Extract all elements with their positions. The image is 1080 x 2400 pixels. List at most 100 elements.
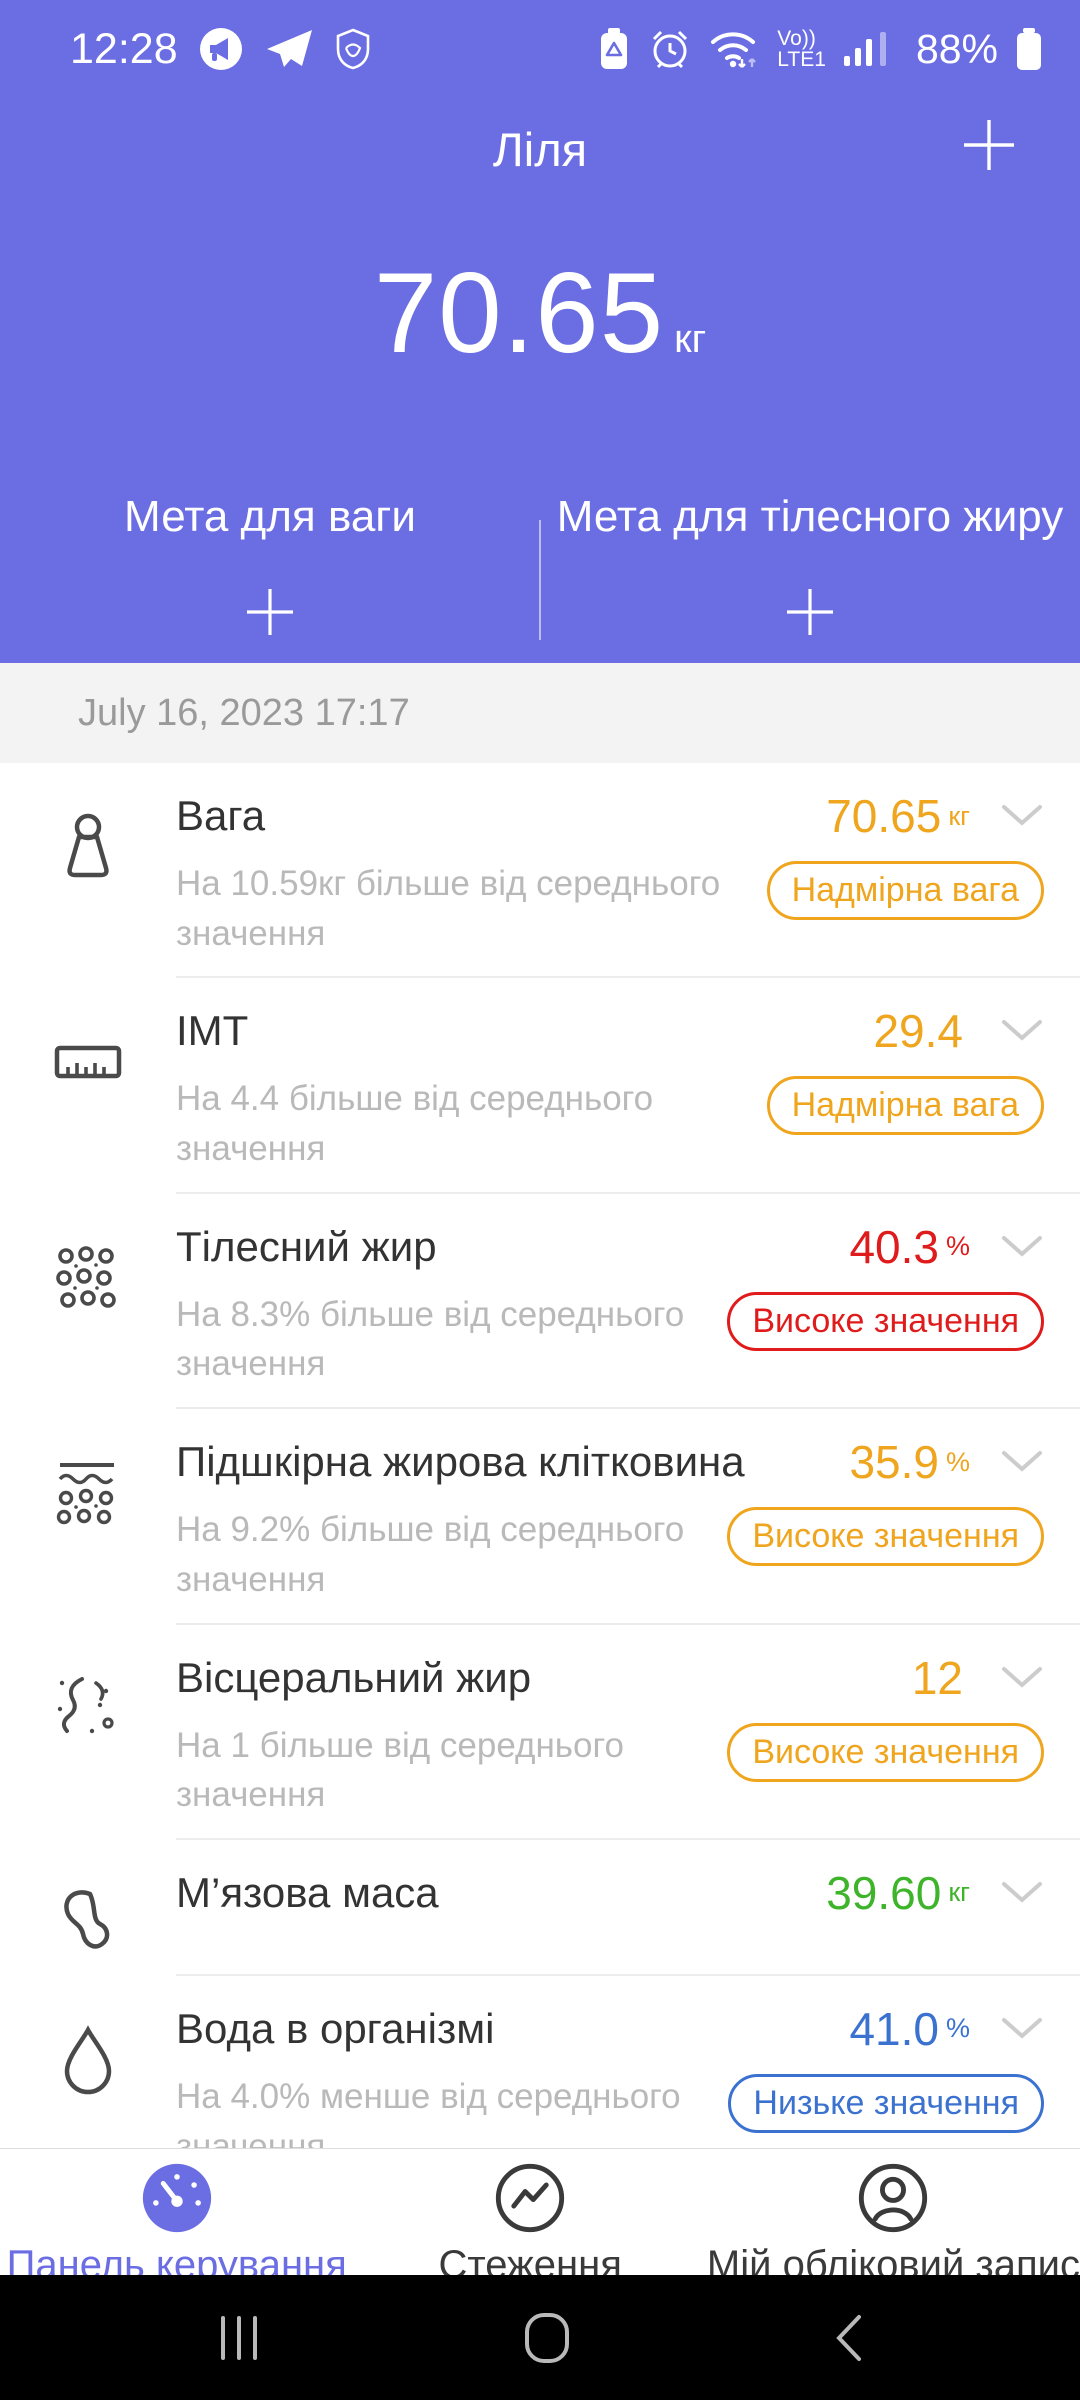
back-icon bbox=[836, 2314, 861, 2361]
weight-goal-section: Мета для ваги bbox=[0, 492, 540, 642]
current-weight-unit: кг bbox=[674, 317, 707, 361]
metric-unit: % bbox=[945, 1446, 970, 1477]
status-badge: Високе значення bbox=[727, 1722, 1044, 1782]
metric-row-subcutaneous-fat[interactable]: Підшкірна жирова клітковина 35.9 % На 9.… bbox=[0, 1409, 1080, 1625]
body-fat-icon bbox=[0, 1194, 176, 1409]
metric-title: Вісцеральний жир bbox=[176, 1653, 532, 1701]
android-navigation-bar bbox=[0, 2275, 1080, 2400]
metric-value: 40.3 bbox=[849, 1220, 939, 1273]
metric-value: 29.4 bbox=[873, 1005, 963, 1058]
plus-icon bbox=[787, 589, 833, 635]
battery-saver-icon bbox=[597, 26, 631, 72]
measurement-date-row: July 16, 2023 17:17 bbox=[0, 663, 1080, 763]
weight-goal-label: Мета для ваги bbox=[124, 492, 416, 541]
tab-tracking[interactable]: Стеження bbox=[353, 2149, 706, 2287]
current-weight-display: 70.65 кг bbox=[0, 248, 1080, 379]
chevron-down-icon[interactable] bbox=[1000, 1018, 1044, 1044]
metric-subtitle: На 8.3% більше від середнього значення bbox=[176, 1294, 685, 1384]
recents-button[interactable] bbox=[215, 2314, 263, 2362]
metric-row-body-water[interactable]: Вода в організмі 41.0 % На 4.0% менше ві… bbox=[0, 1976, 1080, 2192]
chevron-down-icon[interactable] bbox=[1000, 2016, 1044, 2042]
metric-unit: кг bbox=[948, 1877, 970, 1908]
account-icon bbox=[854, 2159, 932, 2237]
status-badge: Високе значення bbox=[727, 1507, 1044, 1567]
status-time: 12:28 bbox=[70, 24, 178, 73]
metric-subtitle: На 9.2% більше від середнього значення bbox=[176, 1510, 685, 1599]
metric-row-bmi[interactable]: ІМТ 29.4 На 4.4 більше від середнього зн… bbox=[0, 978, 1080, 1194]
metric-value: 39.60 bbox=[826, 1866, 942, 1919]
metric-row-muscle-mass[interactable]: М’язова маса 39.60 кг bbox=[0, 1840, 1080, 1976]
measurement-date-label: July 16, 2023 17:17 bbox=[78, 691, 410, 734]
metric-unit: % bbox=[945, 1231, 970, 1262]
chevron-down-icon[interactable] bbox=[1000, 803, 1044, 829]
status-badge: Низьке значення bbox=[728, 2073, 1044, 2133]
bottom-navigation: Панель керування Стеження Мій обліковий … bbox=[0, 2148, 1080, 2287]
metric-title: М’язова маса bbox=[176, 1868, 439, 1916]
plus-icon bbox=[247, 589, 293, 635]
shield-icon bbox=[334, 27, 372, 71]
metric-subtitle: На 10.59кг більше від середнього значенн… bbox=[176, 864, 721, 953]
visceral-fat-icon bbox=[0, 1625, 176, 1840]
header-title-row: Ліля bbox=[0, 106, 1080, 192]
metric-title: Підшкірна жирова клітковина bbox=[176, 1438, 745, 1486]
volte-bottom-label: LTE1 bbox=[777, 48, 826, 71]
notification-megaphone-icon bbox=[198, 26, 244, 72]
wifi-icon bbox=[709, 27, 761, 71]
signal-bars-icon bbox=[842, 28, 900, 70]
metric-row-body-fat[interactable]: Тілесний жир 40.3 % На 8.3% більше від с… bbox=[0, 1194, 1080, 1410]
plus-icon bbox=[964, 120, 1014, 170]
status-badge: Високе значення bbox=[727, 1291, 1044, 1351]
goals-row: Мета для ваги Мета для тілесного жиру bbox=[0, 492, 1080, 642]
chevron-down-icon[interactable] bbox=[1000, 1234, 1044, 1260]
tab-dashboard[interactable]: Панель керування bbox=[0, 2149, 353, 2287]
chevron-down-icon[interactable] bbox=[1000, 1665, 1044, 1691]
metric-value: 12 bbox=[911, 1651, 963, 1704]
app-header: 12:28 bbox=[0, 0, 1080, 663]
muscle-icon bbox=[0, 1840, 176, 1976]
goals-divider bbox=[539, 520, 541, 640]
status-bar-left: 12:28 bbox=[70, 25, 372, 74]
metric-row-weight[interactable]: Вага 70.65 кг На 10.59кг більше від сере… bbox=[0, 763, 1080, 979]
metric-unit: кг bbox=[948, 800, 970, 831]
status-bar-right: Vo)) LTE1 88% bbox=[597, 26, 1044, 73]
alarm-clock-icon bbox=[647, 26, 693, 72]
metric-value: 70.65 bbox=[826, 790, 942, 842]
weight-scale-icon bbox=[0, 763, 176, 978]
home-button[interactable] bbox=[524, 2312, 570, 2364]
metric-subtitle: На 1 більше від середнього значення bbox=[176, 1725, 624, 1815]
water-drop-icon bbox=[0, 1976, 176, 2191]
status-badge: Надмірна вага bbox=[766, 1076, 1044, 1136]
tab-account[interactable]: Мій обліковий запис bbox=[707, 2149, 1080, 2287]
dashboard-gauge-icon bbox=[138, 2159, 216, 2237]
body-fat-goal-label: Мета для тілесного жиру bbox=[556, 492, 1064, 541]
telegram-icon bbox=[264, 28, 314, 70]
volte-indicator: Vo)) LTE1 bbox=[777, 28, 826, 70]
body-fat-goal-section: Мета для тілесного жиру bbox=[540, 492, 1080, 642]
add-measurement-button[interactable] bbox=[956, 112, 1022, 178]
status-bar: 12:28 bbox=[0, 0, 1080, 92]
metric-title: ІМТ bbox=[176, 1007, 249, 1055]
home-icon bbox=[525, 2312, 569, 2363]
metric-value: 41.0 bbox=[849, 2002, 939, 2055]
status-badge: Надмірна вага bbox=[766, 861, 1044, 920]
add-body-fat-goal-button[interactable] bbox=[780, 582, 840, 642]
metric-title: Вода в організмі bbox=[176, 2004, 495, 2052]
ruler-icon bbox=[0, 978, 176, 1193]
volte-top-label: Vo)) bbox=[777, 27, 816, 50]
chevron-down-icon[interactable] bbox=[1000, 1449, 1044, 1475]
add-weight-goal-button[interactable] bbox=[240, 582, 300, 642]
profile-name-title: Ліля bbox=[492, 122, 588, 176]
back-button[interactable] bbox=[831, 2312, 865, 2364]
metric-value: 35.9 bbox=[849, 1436, 939, 1489]
metric-subtitle: На 4.4 більше від середнього значення bbox=[176, 1079, 654, 1169]
metric-title: Тілесний жир bbox=[176, 1222, 437, 1270]
metric-title: Вага bbox=[176, 792, 266, 839]
metric-unit: % bbox=[945, 2013, 970, 2044]
current-weight-value: 70.65 bbox=[373, 250, 665, 377]
recents-icon bbox=[221, 2315, 257, 2360]
metric-row-visceral-fat[interactable]: Вісцеральний жир 12 На 1 більше від сере… bbox=[0, 1625, 1080, 1840]
chevron-down-icon[interactable] bbox=[1000, 1880, 1044, 1906]
measurement-detail-panel: July 16, 2023 17:17 Вага 70.65 кг На 10.… bbox=[0, 663, 1080, 2400]
battery-icon bbox=[1014, 26, 1044, 72]
subcutaneous-fat-icon bbox=[0, 1409, 176, 1624]
